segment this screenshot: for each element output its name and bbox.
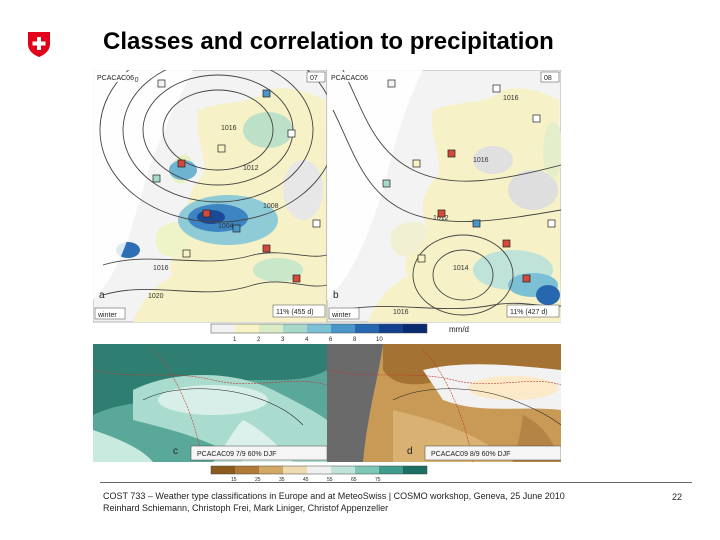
panel-b-season: winter — [331, 312, 351, 319]
panel-b-type-number: 08 — [544, 75, 552, 82]
legend-tick: 6 — [329, 337, 333, 343]
isobar-label: 1016 — [473, 157, 489, 164]
figure-composite: 1016 1012 1008 1004 1016 1020 1020 PCACA… — [93, 70, 561, 482]
isobar-label: 1012 — [433, 215, 449, 222]
panel-b-frequency: 11% (427 d) — [510, 309, 548, 316]
isobar-label: 1020 — [148, 293, 164, 300]
legend-tick: 8 — [353, 337, 357, 343]
panel-a-letter: a — [99, 290, 105, 301]
panel-a-type-number: 07 — [310, 75, 318, 82]
panel-a-season: winter — [97, 312, 117, 319]
panel-b-map: 1016 1012 1014 1016 1016 PCACAC06 08 b w… — [326, 70, 561, 323]
panel-b-class-code: PCACAC06 — [331, 75, 368, 82]
isobar-label: 1016 — [503, 95, 519, 102]
legend-tick: 55 — [327, 477, 333, 482]
panel-a-map: 1016 1012 1008 1004 1016 1020 1020 PCACA… — [93, 70, 337, 323]
slide-title: Classes and correlation to precipitation — [103, 28, 554, 55]
isobar-label: 1016 — [393, 309, 409, 316]
precipitation-legend: 1 2 3 4 6 8 10 mm/d — [210, 323, 469, 343]
isobar-label: 1016 — [221, 125, 237, 132]
legend-tick: 65 — [351, 477, 357, 482]
footer-divider — [100, 482, 692, 483]
legend-tick: 75 — [375, 477, 381, 482]
legend-tick: 35 — [279, 477, 285, 482]
legend-tick: 25 — [255, 477, 261, 482]
footer-authors: Reinhard Schiemann, Christoph Frei, Mark… — [103, 503, 389, 513]
legend-tick: 10 — [376, 337, 383, 343]
panel-c-label: PCACAC09 7/9 60% DJF — [197, 451, 276, 458]
panel-c-map: c PCACAC09 7/9 60% DJF — [93, 344, 328, 463]
isobar-label: 1016 — [153, 265, 169, 272]
legend-tick: 45 — [303, 477, 309, 482]
page-number: 22 — [672, 492, 683, 502]
legend-tick: 3 — [281, 337, 285, 343]
panel-b-letter: b — [333, 290, 339, 301]
isobar-label: 1004 — [218, 223, 234, 230]
legend-tick: 2 — [257, 337, 261, 343]
swiss-cross-logo — [28, 32, 50, 57]
legend-tick: 1 — [233, 337, 237, 343]
panel-d-label: PCACAC09 8/9 60% DJF — [431, 451, 510, 458]
panel-d-map: d PCACAC09 8/9 60% DJF — [326, 344, 561, 463]
panel-a-class-code: PCACAC06 — [97, 75, 134, 82]
isobar-label: 1008 — [263, 203, 279, 210]
panel-c-letter: c — [173, 446, 178, 457]
isobar-label: 1014 — [453, 265, 469, 272]
footer-citation: COST 733 – Weather type classifications … — [103, 491, 565, 501]
legend-unit: mm/d — [449, 325, 469, 334]
panel-a-frequency: 11% (455 d) — [276, 309, 314, 316]
panel-d-letter: d — [407, 446, 413, 457]
legend-tick: 15 — [231, 477, 237, 482]
isobar-label: 1012 — [243, 165, 259, 172]
legend-tick: 4 — [305, 337, 309, 343]
percentage-legend: 15 25 35 45 55 65 75 — [210, 465, 428, 482]
